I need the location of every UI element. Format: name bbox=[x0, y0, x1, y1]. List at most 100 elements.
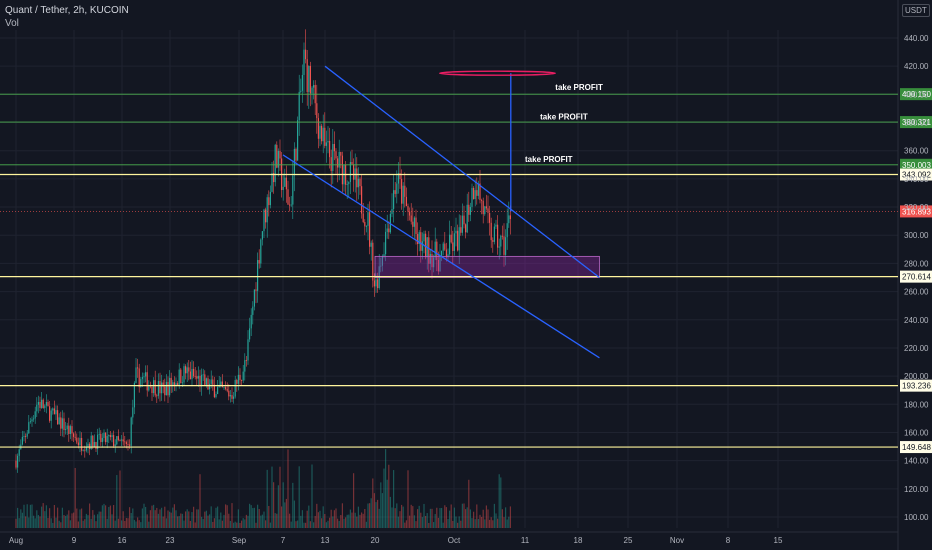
volume-bar bbox=[249, 503, 251, 528]
candle-body bbox=[231, 395, 233, 399]
volume-bar bbox=[92, 510, 94, 528]
price-label-badge bbox=[900, 88, 932, 101]
candle-body bbox=[401, 178, 403, 204]
candle-body bbox=[215, 394, 217, 398]
price-label-badge bbox=[900, 116, 932, 129]
candle-body bbox=[191, 368, 193, 380]
time-axis-tick: 11 bbox=[521, 536, 530, 545]
volume-bar bbox=[492, 520, 494, 528]
candle-body bbox=[159, 381, 161, 394]
volume-bar bbox=[28, 517, 30, 528]
candle-body bbox=[234, 380, 236, 397]
volume-bar bbox=[79, 509, 81, 528]
candle-body bbox=[271, 172, 273, 192]
candle-body bbox=[481, 200, 483, 201]
volume-bar bbox=[293, 500, 295, 528]
volume-bar bbox=[233, 522, 235, 528]
volume-bar bbox=[396, 503, 398, 528]
volume-bar bbox=[162, 516, 164, 528]
candle-body bbox=[52, 408, 54, 411]
price-axis-tick: 180.00 bbox=[904, 400, 929, 409]
candle-body bbox=[25, 435, 27, 437]
volume-bar bbox=[351, 512, 353, 528]
candle-body bbox=[423, 233, 425, 242]
volume-bar bbox=[255, 522, 257, 528]
candle-body bbox=[145, 372, 147, 377]
volume-bar bbox=[370, 498, 372, 528]
candle-body bbox=[36, 404, 38, 412]
volume-bar bbox=[505, 507, 507, 528]
candle-body bbox=[116, 436, 118, 445]
price-label-text: 380.321 bbox=[902, 118, 931, 127]
volume-bar bbox=[503, 517, 505, 528]
candle-body bbox=[397, 173, 399, 184]
candle-body bbox=[76, 437, 78, 443]
candle-body bbox=[221, 381, 223, 388]
candle-body bbox=[369, 212, 371, 247]
candle-body bbox=[417, 234, 419, 245]
volume-bar bbox=[322, 506, 324, 528]
volume-bar bbox=[354, 512, 356, 528]
volume-bar bbox=[20, 509, 22, 528]
candle-body bbox=[113, 435, 115, 447]
candle-body bbox=[410, 215, 412, 222]
volume-bar bbox=[37, 515, 39, 528]
candle-body bbox=[365, 225, 367, 227]
candle-body bbox=[193, 368, 195, 377]
candle-body bbox=[188, 367, 190, 372]
candle-body bbox=[15, 460, 17, 468]
current-price-badge bbox=[900, 205, 932, 218]
candle-body bbox=[90, 435, 92, 450]
candle-body bbox=[263, 209, 265, 232]
candle-body bbox=[137, 367, 139, 369]
currency-badge[interactable]: USDT bbox=[902, 4, 930, 17]
volume-bar bbox=[353, 473, 355, 528]
volume-bar bbox=[289, 513, 291, 528]
candle-body bbox=[265, 209, 267, 223]
candle-body bbox=[405, 196, 407, 207]
candle-body bbox=[106, 436, 108, 443]
time-axis-tick: Oct bbox=[448, 536, 461, 545]
price-axis-tick: 420.00 bbox=[904, 62, 929, 71]
volume-bar bbox=[154, 510, 156, 528]
volume-bar bbox=[311, 464, 313, 528]
volume-bar bbox=[500, 477, 502, 528]
volume-bar bbox=[402, 506, 404, 528]
candle-body bbox=[367, 212, 369, 226]
candle-body bbox=[348, 181, 350, 185]
volume-bar bbox=[298, 466, 300, 528]
volume-bar bbox=[364, 509, 366, 528]
candle-body bbox=[391, 208, 393, 214]
candle-body bbox=[479, 183, 481, 201]
candle-body bbox=[47, 401, 49, 407]
volume-bar bbox=[26, 504, 28, 528]
price-axis-tick: 380.00 bbox=[904, 119, 929, 128]
candle-body bbox=[409, 211, 411, 216]
volume-bar bbox=[404, 522, 406, 528]
volume-bar bbox=[98, 511, 100, 528]
candle-body bbox=[501, 235, 503, 237]
volume-bar bbox=[418, 505, 420, 528]
candle-body bbox=[258, 260, 260, 264]
candle-body bbox=[180, 369, 182, 384]
volume-bar bbox=[257, 504, 259, 528]
volume-bar bbox=[401, 504, 403, 528]
volume-bar bbox=[423, 503, 425, 528]
candle-body bbox=[484, 206, 486, 215]
candle-body bbox=[469, 206, 471, 215]
price-label-badge bbox=[900, 168, 932, 181]
candle-body bbox=[220, 381, 222, 385]
volume-bar bbox=[362, 513, 364, 528]
time-axis-tick: 15 bbox=[774, 536, 783, 545]
candle-body bbox=[29, 421, 31, 423]
candle-body bbox=[458, 227, 460, 251]
volume-bar bbox=[425, 516, 427, 528]
volume-bar bbox=[437, 517, 439, 528]
volume-bar bbox=[330, 509, 332, 528]
candle-body bbox=[105, 432, 107, 443]
candle-body bbox=[455, 230, 457, 234]
candle-body bbox=[79, 437, 81, 446]
candle-body bbox=[130, 417, 132, 446]
